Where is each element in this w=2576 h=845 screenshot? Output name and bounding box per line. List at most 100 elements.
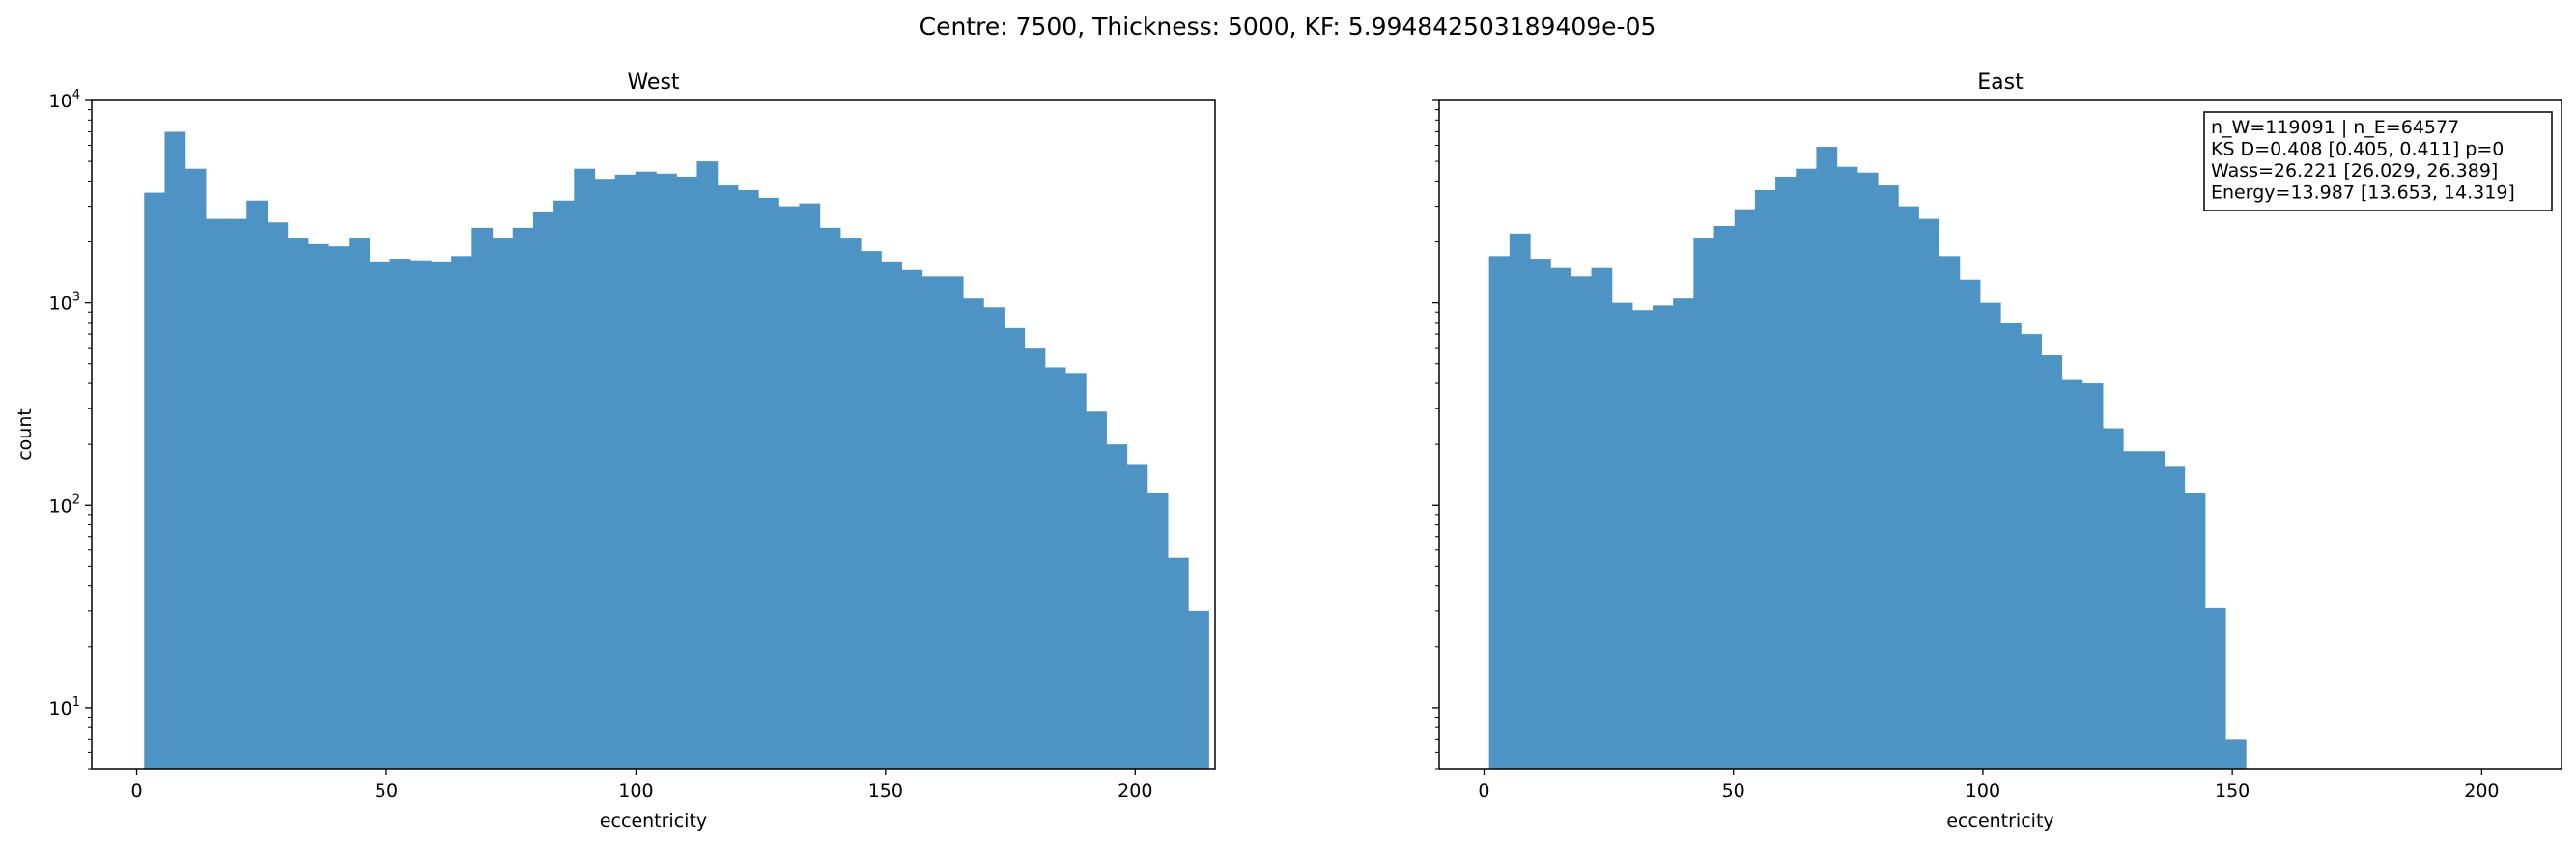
histogram-bar [737, 190, 759, 769]
x-tick-label: 200 [2464, 780, 2499, 802]
histogram-bar [1509, 233, 1531, 770]
histogram-bar [881, 261, 902, 770]
x-tick-label: 50 [375, 780, 398, 802]
histogram-bar [1959, 279, 1981, 769]
histogram-bar [901, 269, 923, 769]
histogram-bar [512, 227, 534, 770]
histogram-bar [2041, 355, 2063, 769]
y-tick-label: 102 [49, 493, 80, 517]
histogram-bar [430, 261, 452, 770]
histogram-bar [1024, 348, 1046, 769]
histogram-bar [1571, 276, 1593, 769]
histogram-bar [307, 243, 329, 769]
histogram-bar [983, 307, 1005, 769]
histogram-bar [614, 174, 637, 770]
histogram-bar [532, 211, 554, 769]
stats-annotation-line: KS D=0.408 [0.405, 0.411] p=0 [2211, 139, 2504, 160]
histogram-bar [2143, 451, 2165, 769]
y-axis-label: count [14, 408, 36, 461]
histogram-bar [696, 161, 719, 770]
histogram-bar [594, 179, 616, 770]
histogram-bar [144, 192, 166, 769]
histogram-bar [451, 256, 472, 769]
histogram-bar [2081, 383, 2104, 769]
stats-annotation-line: Energy=13.987 [13.653, 14.319] [2211, 183, 2515, 204]
histogram-bar [205, 218, 227, 769]
figure-suptitle: Centre: 7500, Thickness: 5000, KF: 5.994… [920, 13, 1656, 41]
histogram-bar [389, 259, 411, 769]
histogram-bar [471, 227, 494, 770]
histogram-bar [1653, 305, 1674, 769]
histogram-bar [1611, 302, 1633, 769]
histogram-bar [1167, 557, 1189, 769]
histogram-bar [1898, 206, 1919, 770]
histogram-bar [1064, 373, 1087, 769]
histogram-bar [819, 227, 841, 770]
histogram-bar [164, 131, 186, 770]
histogram-bar [2164, 466, 2186, 769]
histogram-bars [144, 131, 1209, 770]
histogram-bar [1918, 218, 1940, 769]
histogram-bar [942, 276, 964, 769]
histogram-bar [1146, 493, 1169, 769]
histogram-bar [1979, 302, 2001, 769]
histogram-bar [267, 222, 289, 769]
histogram-bar [1713, 225, 1736, 769]
histogram-bar [1086, 411, 1107, 769]
histogram-bar [962, 298, 984, 769]
axes-frame [91, 99, 1216, 770]
histogram-bar [2184, 493, 2206, 769]
histogram-bar [574, 168, 596, 769]
histogram-bar [1126, 464, 1148, 769]
x-tick-label: 0 [130, 780, 142, 802]
histogram-bar [1004, 327, 1026, 769]
histogram-bar [1488, 256, 1511, 769]
x-tick-label: 150 [868, 780, 903, 802]
histogram-bar [1188, 610, 1209, 769]
histogram-bar [635, 171, 657, 769]
histogram-bar [226, 218, 247, 769]
histogram-bar [1529, 259, 1551, 769]
histogram-bar [2021, 334, 2042, 769]
histogram-bar [1796, 168, 1818, 769]
histogram-bar [758, 197, 779, 769]
histogram-bar [676, 176, 698, 770]
x-tick-label: 100 [618, 780, 653, 802]
histogram-bar [656, 173, 677, 769]
histogram-bar [492, 238, 514, 769]
histogram-bar [2224, 739, 2247, 769]
histogram-bar [861, 251, 882, 769]
histogram-bar [717, 185, 739, 770]
histogram-bar [2061, 379, 2083, 769]
stats-annotation-line: Wass=26.221 [26.029, 26.389] [2211, 160, 2498, 182]
histogram-bar [2102, 428, 2124, 769]
histogram-bar [799, 203, 821, 769]
histogram-bar [410, 260, 432, 770]
histogram-bar [1754, 190, 1776, 769]
histogram-bar [1877, 185, 1899, 770]
histogram-bar [369, 261, 391, 770]
x-tick-label: 150 [2215, 780, 2250, 802]
x-tick-label: 200 [1118, 780, 1152, 802]
histogram-bar [553, 200, 575, 770]
histogram-bar [1591, 267, 1613, 770]
histogram-bar [328, 246, 350, 769]
histogram-bar [1044, 367, 1066, 769]
axes-title: East [1977, 70, 2024, 95]
histogram-bar [1550, 267, 1571, 770]
x-tick-label: 0 [1478, 780, 1489, 802]
histogram-bar [1939, 256, 1961, 769]
histogram-bar [921, 276, 944, 769]
stats-annotation-box [2203, 111, 2553, 211]
histogram-bar [1734, 209, 1756, 769]
panel-west: 0 50 100 150 200 101 102 103 104 West eccentricity… [14, 70, 1216, 831]
histogram-bar [1106, 444, 1128, 769]
x-axis-label: eccentricity [1946, 810, 2053, 831]
histogram-bar [1816, 147, 1838, 770]
histogram-bar [349, 238, 370, 769]
histogram-bar [2000, 322, 2022, 769]
histogram-bar [184, 168, 207, 769]
histogram-bar [2123, 451, 2144, 769]
x-tick-label: 100 [1966, 780, 2000, 802]
y-tick-label: 101 [49, 695, 80, 719]
